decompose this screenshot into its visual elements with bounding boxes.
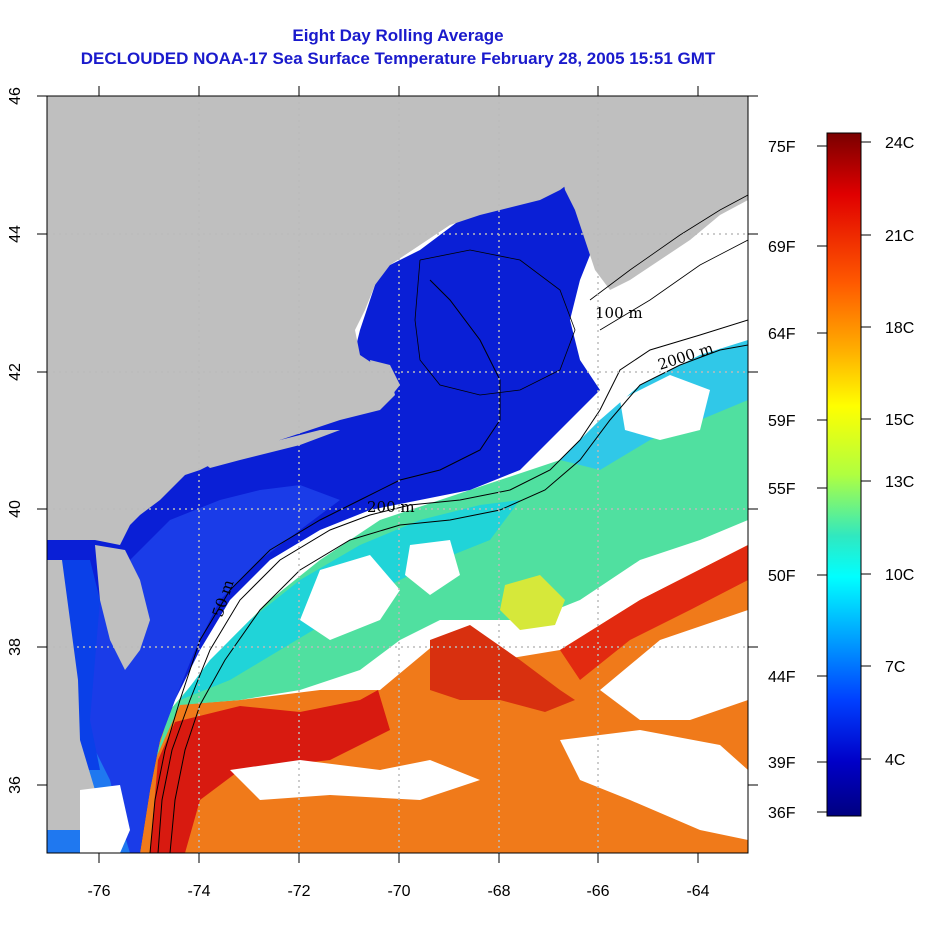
x-tick-label: -68 xyxy=(487,883,510,900)
f-label: 64F xyxy=(768,326,796,343)
c-label: 7C xyxy=(885,659,905,676)
cloud-patch-north xyxy=(575,200,748,350)
y-tick-labels: 36 38 40 42 44 46 xyxy=(7,87,24,794)
colorbar-fahrenheit-labels: 75F 69F 64F 59F 55F 50F 44F 39F 36F xyxy=(768,139,796,822)
map-plot-area: 50 m 200 m 2000 m 100 m xyxy=(47,96,748,853)
land-long-island xyxy=(200,430,340,468)
contour-200m xyxy=(157,319,748,853)
c-label: 10C xyxy=(885,567,914,584)
x-tick-label: -74 xyxy=(187,883,210,900)
cloud-patch-south xyxy=(230,760,480,800)
land-cape-cod xyxy=(370,360,400,395)
f-label: 55F xyxy=(768,481,796,498)
y-tick-label: 46 xyxy=(7,87,24,105)
f-label: 36F xyxy=(768,805,796,822)
x-tick-label: -66 xyxy=(586,883,609,900)
y-tick-label: 40 xyxy=(7,500,24,518)
c-label: 24C xyxy=(885,135,914,152)
title-line-2: DECLOUDED NOAA-17 Sea Surface Temperatur… xyxy=(80,49,716,68)
c-label: 4C xyxy=(885,752,905,769)
c-label: 13C xyxy=(885,474,914,491)
cloud-patch-east-lower xyxy=(560,730,748,840)
f-label: 50F xyxy=(768,568,796,585)
warm-eddy-east xyxy=(430,625,575,712)
land-virginia xyxy=(47,560,120,830)
x-tick-label: -64 xyxy=(686,883,709,900)
f-label: 69F xyxy=(768,239,796,256)
title-line-1: Eight Day Rolling Average xyxy=(292,26,504,45)
x-tick-label: -70 xyxy=(387,883,410,900)
gulf-stream-core xyxy=(150,690,390,853)
contour-50m xyxy=(149,279,501,853)
map-frame xyxy=(46,95,749,854)
c-label: 15C xyxy=(885,412,914,429)
contour-gulf-of-maine xyxy=(414,249,576,396)
f-label: 44F xyxy=(768,669,796,686)
land-outer-banks-white xyxy=(80,785,130,853)
y-tick-label: 36 xyxy=(7,776,24,794)
cloud-patch-southeast xyxy=(600,610,748,720)
y-tick-label: 42 xyxy=(7,363,24,381)
contour-nova-scotia-shelf-2 xyxy=(599,239,748,331)
y-axis xyxy=(37,95,758,786)
colorbar-fahrenheit-ticks xyxy=(817,145,827,813)
x-tick-label: -76 xyxy=(87,883,110,900)
y-tick-label: 44 xyxy=(7,225,24,243)
x-tick-label: -72 xyxy=(287,883,310,900)
contour-label-200m: 200 m xyxy=(367,498,415,516)
f-label: 39F xyxy=(768,755,796,772)
x-axis xyxy=(98,86,699,863)
c-label: 21C xyxy=(885,228,914,245)
warm-core-yellow xyxy=(500,575,565,630)
cloud-patch-north-slope xyxy=(620,375,710,440)
cloud-patch-mid xyxy=(300,555,400,640)
contour-label-100m: 100 m xyxy=(595,304,643,322)
land-mainland xyxy=(47,96,748,545)
c-label: 18C xyxy=(885,320,914,337)
x-tick-labels: -76 -74 -72 -70 -68 -66 -64 xyxy=(87,883,709,900)
colorbar xyxy=(826,132,862,817)
land-delmarva xyxy=(95,545,150,670)
f-label: 59F xyxy=(768,413,796,430)
land-nova-scotia xyxy=(560,100,748,290)
contour-2000m xyxy=(169,344,748,853)
contour-nova-scotia-shelf xyxy=(589,194,748,301)
y-tick-label: 38 xyxy=(7,638,24,656)
colorbar-celsius-labels: 24C 21C 18C 15C 13C 10C 7C 4C xyxy=(885,135,914,769)
cloud-patch-center xyxy=(405,540,460,595)
map-gridlines xyxy=(47,96,748,853)
colorbar-celsius-ticks xyxy=(861,141,871,760)
f-label: 75F xyxy=(768,139,796,156)
